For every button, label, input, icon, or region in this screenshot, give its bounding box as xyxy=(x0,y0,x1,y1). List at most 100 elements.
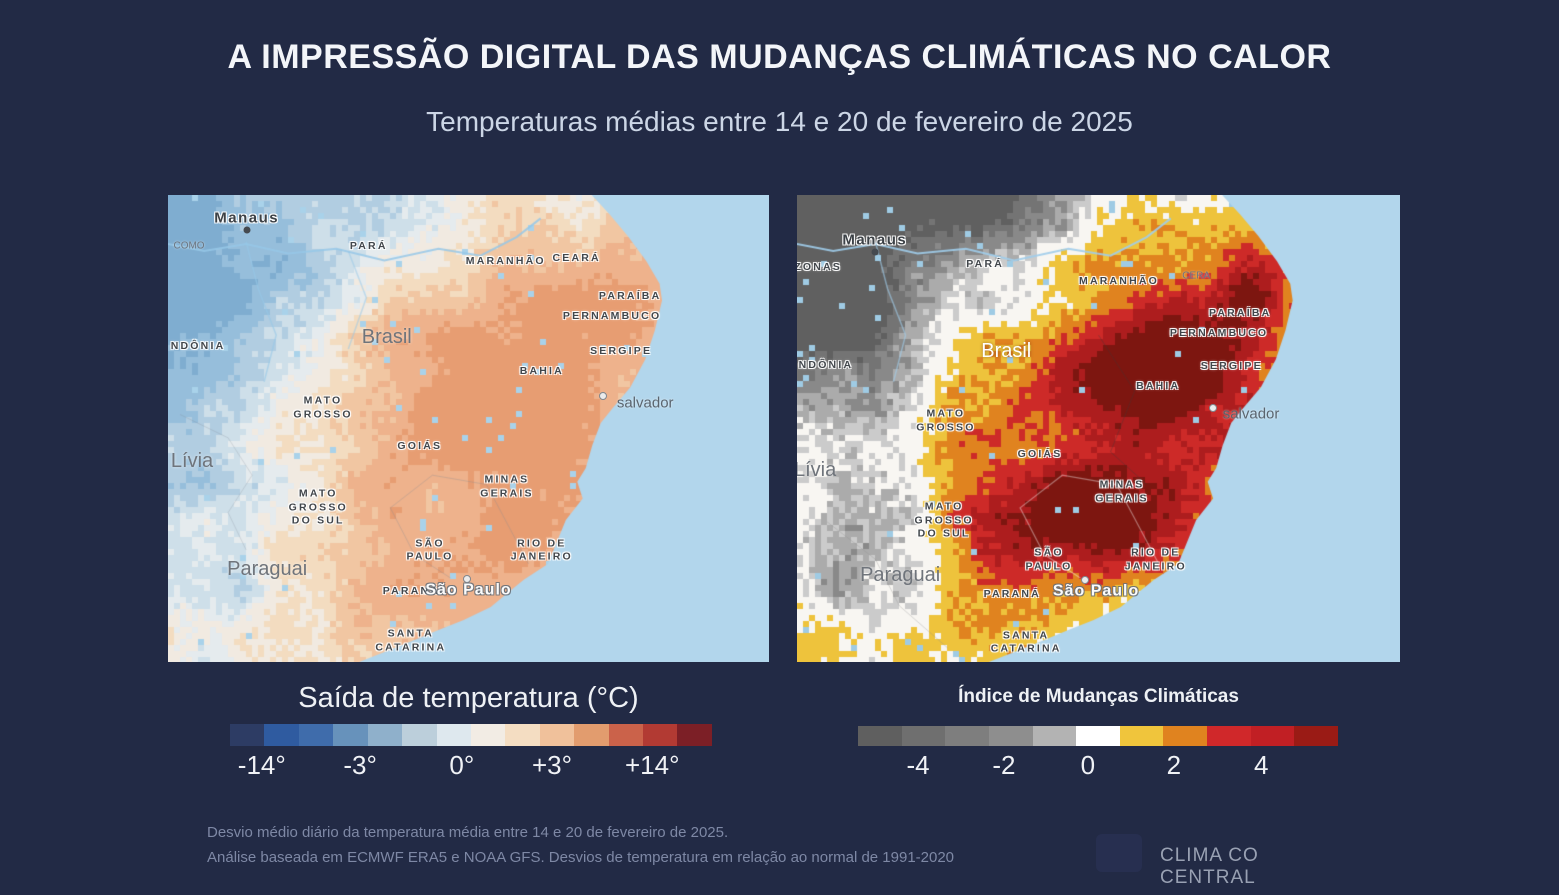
temperature-anomaly-map: Manaus COMO PARÁ MARANHÃO CEARÁ PARAÍBA PERNAM… xyxy=(168,195,769,662)
map-label-livia: Lívia xyxy=(170,450,214,473)
source-note-line2: Análise baseada em ECMWF ERA5 e NOAA GFS… xyxy=(207,849,955,866)
map-label-salvador: salvador xyxy=(1222,405,1280,423)
colorbar-segment-8 xyxy=(1207,726,1251,746)
map-label-pernambuco: PERNAMBUCO xyxy=(1169,327,1269,340)
brand-name: CLIMA CO CENTRAL xyxy=(1160,845,1259,888)
csi-colorbar-ticks: -4 -2 0 2 4 xyxy=(858,750,1338,780)
map-label-paraiba: PARAÍBA xyxy=(1208,307,1272,320)
map-label-minas-gerais: MINAS GERAIS xyxy=(480,473,534,500)
map-label-mato-grosso-do-sul: MATO GROSSO DO SUL xyxy=(914,500,974,540)
temperature-colorbar xyxy=(230,724,712,746)
colorbar-tick-label: 4 xyxy=(1253,750,1269,780)
colorbar-segment-2 xyxy=(945,726,989,746)
map-label-sao-paulo: SÃO PAULO xyxy=(406,537,454,563)
map-label-zonas: ZONAS xyxy=(797,261,842,274)
map-label-paraiba: PARAÍBA xyxy=(598,289,662,302)
colorbar-segment-7 xyxy=(470,724,506,746)
map-label-brasil: Brasil xyxy=(361,325,412,348)
colorbar-segment-0 xyxy=(230,724,265,746)
temperature-anomaly-raster xyxy=(168,195,769,662)
city-dot xyxy=(243,226,251,234)
colorbar-tick-label: -3° xyxy=(343,750,377,780)
colorbar-segment-5 xyxy=(1076,726,1120,746)
map-label-mato-grosso: MATO GROSSO xyxy=(293,394,353,420)
colorbar-tick-label: -2 xyxy=(992,750,1016,780)
colorbar-segment-5 xyxy=(402,724,437,746)
map-label-manaus: Manaus xyxy=(214,209,280,227)
city-dot xyxy=(871,248,879,256)
colorbar-segment-9 xyxy=(539,724,575,746)
map-label-cera: CERA xyxy=(1182,270,1211,282)
page-subtitle: Temperaturas médias entre 14 e 20 de fev… xyxy=(426,106,1133,137)
colorbar-segment-8 xyxy=(505,724,540,746)
map-label-paraguai: Paraguai xyxy=(860,564,941,587)
map-label-paraguai: Paraguai xyxy=(227,558,308,581)
city-dot xyxy=(1209,403,1218,412)
map-label-goias: GOIÁS xyxy=(1017,448,1063,461)
colorbar-tick-label: 0° xyxy=(449,750,475,780)
colorbar-segment-3 xyxy=(333,724,368,746)
map-label-sergipe: SERGIPE xyxy=(590,345,653,358)
map-label-sao-paulo: São Paulo xyxy=(1052,582,1140,600)
city-dot xyxy=(462,574,471,583)
map-label-como: COMO xyxy=(173,240,205,252)
map-label-mato-grosso-do-sul: MATO GROSSO DO SUL xyxy=(288,487,348,527)
colorbar-segment-3 xyxy=(988,726,1033,746)
page-title: A IMPRESSÃO DIGITAL DAS MUDANÇAS CLIMÁTI… xyxy=(227,38,1332,76)
csi-colorbar xyxy=(858,726,1339,746)
temperature-colorbar-ticks: -14° -3° 0° +3° +14° xyxy=(230,750,712,780)
colorbar-segment-2 xyxy=(298,724,334,746)
map-label-santa-catarina: SANTA CATARINA xyxy=(375,627,447,653)
csi-legend-title: Índice de Mudanças Climáticas xyxy=(958,686,1239,707)
map-label-mato-grosso: MATO GROSSO xyxy=(916,407,976,434)
colorbar-segment-1 xyxy=(264,724,299,746)
brand-logo-icon xyxy=(1096,834,1142,872)
map-label-minas-gerais: MINAS GERAIS xyxy=(1095,478,1149,504)
map-label-brasil: Brasil xyxy=(981,339,1032,362)
map-label-santa-catarina: SANTA CATARINA xyxy=(990,629,1062,655)
map-label-pernambuco: PERNAMBUCO xyxy=(562,310,662,323)
colorbar-tick-label: 2 xyxy=(1166,750,1182,780)
map-label-maranhao: MARANHÃO xyxy=(465,254,546,267)
temperature-legend-title: Saída de temperatura (°C) xyxy=(298,682,639,714)
map-label-rio-de-janeiro: RIO DE JANEIRO xyxy=(510,537,573,563)
map-label-ndonia: NDÔNIA xyxy=(170,339,226,352)
map-label-livia: Lívia xyxy=(797,459,837,482)
map-label-bahia: BAHIA xyxy=(1136,380,1181,393)
city-dot xyxy=(1081,575,1090,584)
source-note-line1: Desvio médio diário da temperatura média… xyxy=(207,824,729,841)
colorbar-segment-6 xyxy=(1119,726,1164,746)
colorbar-tick-label: +14° xyxy=(624,750,680,780)
map-label-parana: PARANÁ xyxy=(983,588,1041,601)
colorbar-segment-4 xyxy=(367,724,403,746)
colorbar-segment-13 xyxy=(677,724,712,746)
colorbar-segment-9 xyxy=(1250,726,1295,746)
map-label-goias: GOIÁS xyxy=(397,440,443,453)
colorbar-segment-12 xyxy=(643,724,678,746)
colorbar-tick-label: -4 xyxy=(906,750,930,780)
colorbar-tick-label: 0 xyxy=(1080,750,1096,780)
map-label-maranhao: MARANHÃO xyxy=(1078,275,1160,288)
map-label-parana: PARANÁ xyxy=(382,585,441,598)
map-label-para: PARÁ xyxy=(349,240,388,253)
map-label-para: PARÁ xyxy=(966,258,1005,271)
city-dot xyxy=(599,391,608,400)
map-label-sao-paulo: São Paulo xyxy=(425,581,512,599)
colorbar-segment-11 xyxy=(608,724,644,746)
map-label-sao-paulo: SÃO PAULO xyxy=(1025,546,1073,573)
colorbar-segment-7 xyxy=(1163,726,1208,746)
colorbar-segment-10 xyxy=(574,724,609,746)
map-label-rio-de-janeiro: RIO DE JANEIRO xyxy=(1124,546,1187,573)
map-label-bahia: BAHIA xyxy=(519,365,564,378)
colorbar-segment-0 xyxy=(858,726,902,746)
colorbar-tick-label: +3° xyxy=(531,750,572,780)
colorbar-segment-10 xyxy=(1294,726,1339,746)
climate-shift-index-map: Manaus ZONAS PARÁ MARANHÃO CERA PARAÍBA PERNAM… xyxy=(797,195,1400,662)
colorbar-segment-1 xyxy=(901,726,946,746)
map-label-manaus: Manaus xyxy=(842,231,908,249)
climate-shift-index-raster xyxy=(797,195,1400,662)
colorbar-segment-6 xyxy=(436,724,471,746)
map-label-sergipe: SERGIPE xyxy=(1200,360,1263,373)
map-label-ndonia: NDÔNIA xyxy=(798,359,854,372)
